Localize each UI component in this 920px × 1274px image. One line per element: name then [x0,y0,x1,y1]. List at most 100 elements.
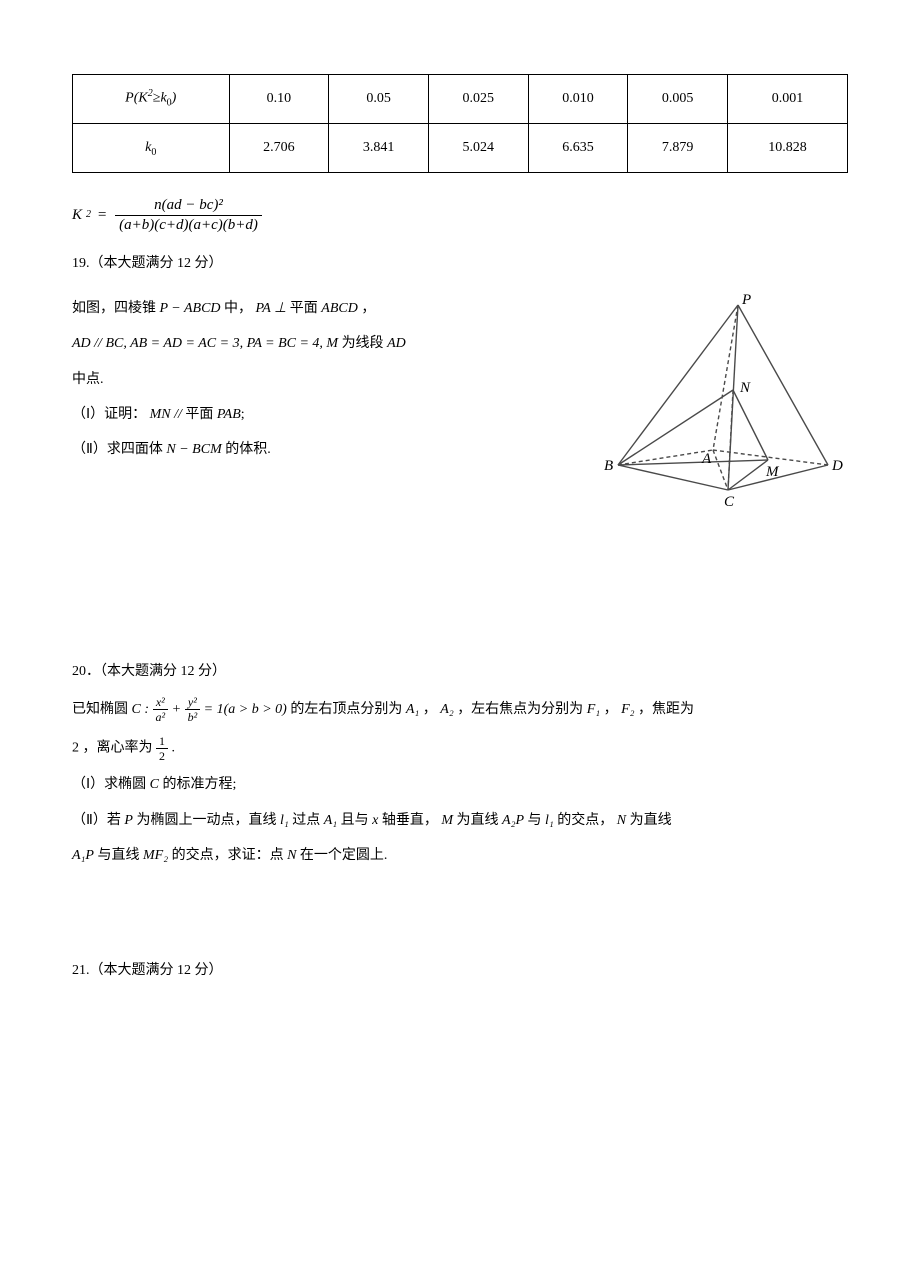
question-20: 20．（本大题满分 12 分） 已知椭圆 C : x² a² + y² b² =… [72,659,848,868]
p-val: 0.025 [428,75,528,124]
expr: PAB [217,407,241,422]
text: 与 [524,813,545,828]
expr: MF₂ [143,848,168,863]
expr: AD // BC, AB = AD = AC = 3, PA = BC = 4,… [72,336,338,351]
text: ， [600,702,621,717]
text: 的左右顶点分别为 [287,702,406,717]
p-val: 0.05 [329,75,429,124]
text: 且与 [337,813,372,828]
text: 过点 [289,813,324,828]
text: 为椭圆上一动点，直线 [133,813,280,828]
label-P: P [741,292,751,308]
text: 的交点， [554,813,617,828]
expr: N − BCM [166,442,221,457]
formula-numerator: n(ad − bc)² [154,197,223,213]
expr: F₁ [587,702,600,717]
text: （Ⅰ）证明： [72,407,150,422]
text: ，焦距为 [635,702,695,717]
q20-part2-l2: A₁P 与直线 MF₂ 的交点，求证：点 N 在一个定圆上. [72,843,848,868]
q19-line1: 如图，四棱锥 P − ABCD 中， PA ⊥ 平面 ABCD ， [72,296,580,321]
text: ，左右焦点为分别为 [454,702,587,717]
expr: PA ⊥ [256,301,287,316]
text: 为直线 [626,813,672,828]
frac-num: y² [185,696,200,709]
k-val: 5.024 [428,124,528,173]
expr: F₂ [621,702,634,717]
label-M: M [765,464,780,480]
text: 为线段 [338,336,387,351]
expr: l₁ [280,813,289,828]
text: 轴垂直， [378,813,441,828]
q20-part1: （Ⅰ）求椭圆 C 的标准方程; [72,772,848,797]
expr: ABCD [321,301,358,316]
text: ， [358,301,376,316]
text: 2 ，离心率为 [72,741,156,756]
text: 平面 [182,407,217,422]
frac-den: a² [153,709,169,723]
row1-header: P(K2≥k0) [73,75,230,124]
p-val: 0.10 [229,75,329,124]
label-C: C [724,494,735,510]
expr: P [124,813,133,828]
expr: A₂P [502,813,524,828]
frac-num: 1 [156,735,168,748]
text: 平面 [286,301,321,316]
chi-square-table: P(K2≥k0) 0.10 0.05 0.025 0.010 0.005 0.0… [72,74,848,173]
text: 中， [221,301,256,316]
k-squared-formula: K2= n(ad − bc)² (a+b)(c+d)(a+c)(b+d) [72,197,848,233]
question-21: 21.（本大题满分 12 分） [72,958,848,983]
p-val: 0.001 [728,75,848,124]
frac-den: 2 [156,748,168,762]
expr: A₁ [324,813,337,828]
frac-num: x² [153,696,168,709]
text: ; [241,407,245,422]
expr: = 1(a > b > 0) [200,702,287,717]
label-D: D [831,458,843,474]
k-val: 3.841 [329,124,429,173]
k-val: 2.706 [229,124,329,173]
expr: M [441,813,453,828]
expr: A₂ [440,702,453,717]
k-val: 7.879 [628,124,728,173]
text: 为直线 [453,813,502,828]
q19-part1: （Ⅰ）证明： MN // 平面 PAB; [72,402,580,427]
expr: l₁ [545,813,554,828]
p-val: 0.005 [628,75,728,124]
q19-header: 19.（本大题满分 12 分） [72,251,848,276]
text: 与直线 [94,848,143,863]
label-B: B [604,458,613,474]
expr: AD [387,336,406,351]
q21-header: 21.（本大题满分 12 分） [72,958,848,983]
text: 的体积. [222,442,271,457]
label-N: N [739,380,751,396]
p-val: 0.010 [528,75,628,124]
frac-den: b² [185,709,201,723]
q20-line1: 已知椭圆 C : x² a² + y² b² = 1(a > b > 0) 的左… [72,695,848,726]
expr: N [617,813,626,828]
q20-header: 20．（本大题满分 12 分） [72,659,848,684]
label-A: A [701,451,712,467]
text: （Ⅱ）若 [72,813,124,828]
k-val: 6.635 [528,124,628,173]
text: 的交点，求证：点 [168,848,287,863]
text: ， [419,702,440,717]
q19-line3: 中点. [72,367,580,392]
text: 在一个定圆上. [296,848,387,863]
formula-denominator: (a+b)(c+d)(a+c)(b+d) [119,217,258,233]
text: 如图，四棱锥 [72,301,160,316]
text: . [168,741,175,756]
question-19: 19.（本大题满分 12 分） 如图，四棱锥 P − ABCD 中， PA ⊥ … [72,251,848,519]
k-val: 10.828 [728,124,848,173]
expr: A₁P [72,848,94,863]
q19-part2: （Ⅱ）求四面体 N − BCM 的体积. [72,437,580,462]
text: 已知椭圆 [72,702,132,717]
pyramid-figure: P N A B C D M [598,286,848,519]
q20-part2-l1: （Ⅱ）若 P 为椭圆上一动点，直线 l₁ 过点 A₁ 且与 x 轴垂直， M 为… [72,808,848,833]
expr: C : [132,702,150,717]
expr: P − ABCD [160,301,221,316]
plus: + [168,702,184,717]
expr: A₁ [406,702,419,717]
row2-header: k0 [73,124,230,173]
q19-line2: AD // BC, AB = AD = AC = 3, PA = BC = 4,… [72,331,580,356]
text: （Ⅱ）求四面体 [72,442,166,457]
